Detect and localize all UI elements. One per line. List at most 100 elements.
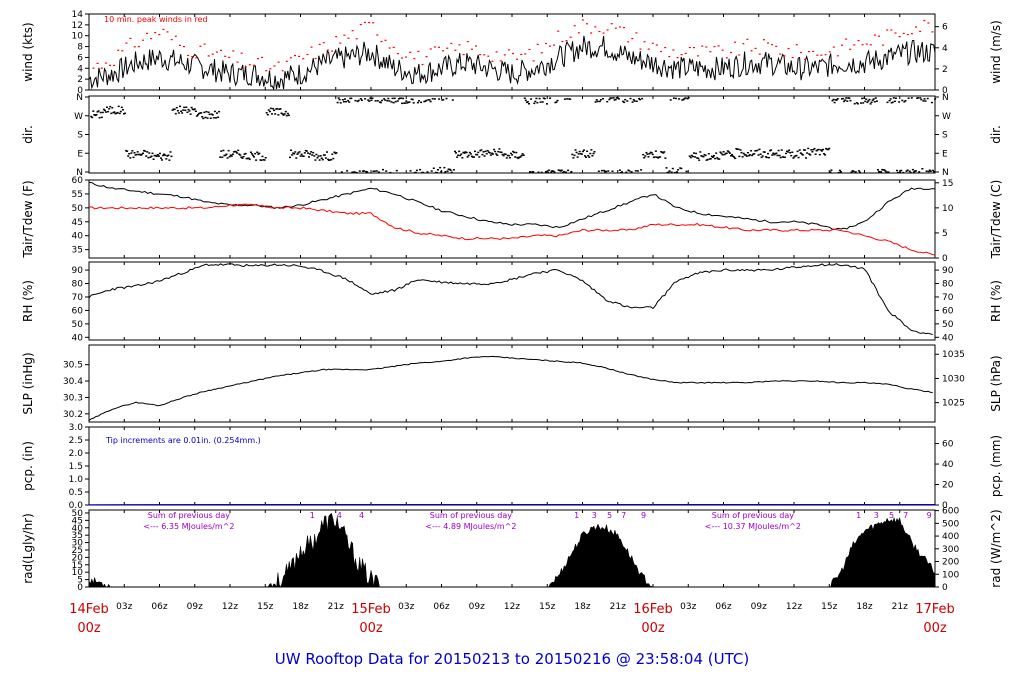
- peak-wind-mark: [442, 50, 445, 52]
- dir-point: [812, 148, 815, 151]
- dir-point: [272, 107, 275, 110]
- dir-point: [758, 148, 761, 151]
- dir-point: [297, 152, 300, 154]
- dir-point: [454, 150, 456, 153]
- dir-point: [515, 151, 518, 154]
- peak-wind-mark: [919, 30, 922, 32]
- dir-point: [328, 159, 331, 161]
- peak-wind-mark: [121, 50, 124, 52]
- peak-wind-mark: [750, 50, 753, 52]
- dir-point: [508, 157, 511, 159]
- dir-point: [344, 98, 346, 100]
- peak-wind-mark: [639, 48, 642, 50]
- dir-point: [319, 155, 322, 157]
- dir-point: [650, 152, 653, 154]
- ylabel-right-rh: RH (%): [989, 280, 1003, 322]
- peak-wind-mark: [450, 42, 453, 45]
- dir-point: [893, 100, 896, 103]
- dir-point: [341, 99, 344, 101]
- dir-point: [897, 171, 899, 174]
- peak-wind-mark: [820, 54, 823, 56]
- peak-wind-mark: [388, 47, 391, 49]
- ytick-label-right-rh: 70: [942, 293, 954, 303]
- dir-point: [296, 153, 299, 155]
- dir-point: [868, 98, 871, 101]
- peak-wind-mark: [581, 19, 584, 21]
- dir-point: [654, 150, 657, 152]
- dir-point: [662, 152, 665, 154]
- dir-point: [632, 99, 635, 101]
- peak-wind-mark: [610, 23, 613, 25]
- dir-point: [706, 158, 709, 161]
- peak-wind-mark: [512, 52, 514, 55]
- dir-point: [186, 111, 189, 113]
- dir-point: [482, 151, 485, 153]
- dir-point: [459, 154, 462, 157]
- dir-point: [825, 147, 828, 150]
- dir-point: [485, 153, 488, 155]
- rad-sum-label-1: Sum of previous day: [430, 511, 512, 520]
- ytick-label-right-dir: S: [942, 131, 948, 141]
- dir-point: [817, 148, 820, 151]
- peak-wind-mark: [594, 26, 597, 28]
- dir-point: [915, 170, 917, 172]
- dir-point: [872, 98, 875, 100]
- peak-wind-mark: [405, 56, 408, 58]
- dir-point: [203, 111, 206, 114]
- dir-point: [850, 171, 853, 173]
- dir-point: [709, 157, 712, 160]
- dir-point: [744, 154, 747, 156]
- dir-point: [725, 152, 728, 154]
- time-tick-label: 12z: [786, 602, 802, 612]
- dir-point: [644, 155, 647, 157]
- ytick-label-right-rad: 0: [942, 583, 948, 593]
- dir-point: [584, 155, 586, 157]
- dir-point: [168, 159, 171, 161]
- dir-point: [418, 100, 420, 102]
- dir-point: [245, 157, 248, 160]
- dir-point: [623, 101, 626, 104]
- dir-point: [606, 100, 609, 103]
- dir-point: [823, 153, 825, 155]
- ytick-label-left-dir: S: [77, 131, 83, 141]
- dir-point: [609, 97, 612, 99]
- dir-point: [314, 159, 317, 161]
- ytick-label-left-rad: 25: [72, 546, 83, 556]
- peak-wind-mark: [795, 44, 798, 46]
- dir-point: [737, 148, 740, 150]
- ytick-label-left-rh: 50: [72, 320, 84, 330]
- dir-point: [625, 171, 628, 173]
- dir-point: [683, 98, 686, 100]
- dir-point: [249, 151, 252, 153]
- peak-wind-mark: [524, 53, 527, 55]
- dir-point: [649, 151, 652, 154]
- peak-wind-mark: [898, 36, 901, 38]
- time-tick-label: 18z: [292, 602, 308, 612]
- rad-marker-12: 9: [927, 511, 932, 520]
- dir-point: [618, 169, 621, 171]
- dir-point: [293, 153, 296, 155]
- dir-point: [790, 154, 793, 157]
- dir-point: [414, 171, 417, 174]
- dir-point: [901, 99, 904, 102]
- time-tick-label: 03z: [680, 602, 696, 612]
- dir-point: [463, 152, 466, 154]
- dir-point: [277, 114, 280, 116]
- dir-point: [689, 156, 692, 159]
- dir-point: [672, 97, 675, 99]
- peak-wind-mark: [401, 57, 403, 59]
- dir-point: [804, 149, 806, 151]
- dir-point: [142, 152, 144, 154]
- peak-wind-mark: [882, 44, 885, 46]
- dir-point: [789, 151, 792, 154]
- dir-point: [679, 167, 682, 169]
- dir-point: [412, 102, 415, 104]
- dir-point: [763, 151, 766, 153]
- dir-point: [894, 97, 897, 99]
- peak-wind-mark: [561, 40, 564, 43]
- dir-point: [629, 97, 632, 100]
- dir-point: [643, 157, 646, 159]
- dir-point: [768, 156, 770, 159]
- dir-point: [924, 100, 927, 102]
